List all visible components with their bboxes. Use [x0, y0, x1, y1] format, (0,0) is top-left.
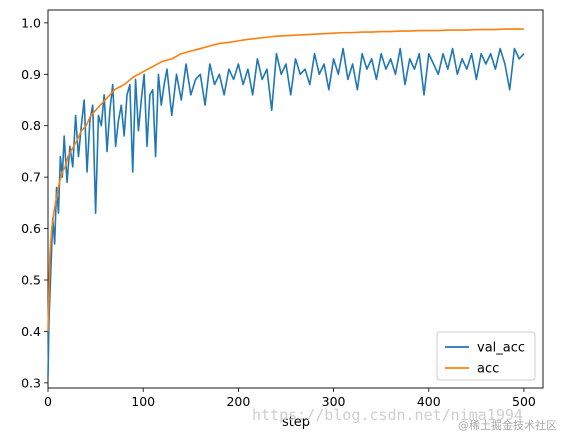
watermark-brand: @稀土掘金技术社区 — [458, 418, 557, 432]
axes: 0 100 200 300 400 500 0.3 0.4 0.5 0.6 0.7 0.8 0.9 1.0 — [21, 9, 544, 409]
x-axis-label: step — [282, 415, 310, 430]
watermark-url: https://blog.csdn.net/nima1994 — [252, 406, 523, 424]
y-tick-label: 0.7 — [21, 170, 41, 185]
y-tick-label: 0.8 — [21, 118, 41, 133]
y-tick-label: 1.0 — [21, 15, 41, 30]
y-tick-label: 0.9 — [21, 67, 41, 82]
x-tick-label: 300 — [322, 394, 346, 409]
legend-label: acc — [477, 362, 499, 377]
y-tick-label: 0.6 — [21, 221, 41, 236]
y-tick-label: 0.5 — [21, 273, 41, 288]
legend-label: val_acc — [477, 341, 525, 356]
x-tick-label: 100 — [131, 394, 155, 409]
x-tick-label: 0 — [44, 394, 52, 409]
x-tick-label: 400 — [417, 394, 441, 409]
y-tick-label: 0.3 — [21, 375, 41, 390]
y-tick-label: 0.4 — [21, 324, 41, 339]
series-lines — [47, 28, 525, 378]
x-tick-label: 500 — [512, 394, 536, 409]
series-line-val-acc — [47, 47, 525, 378]
plot-frame — [47, 9, 544, 389]
series-line-acc — [47, 28, 524, 332]
x-tick-label: 200 — [226, 394, 250, 409]
